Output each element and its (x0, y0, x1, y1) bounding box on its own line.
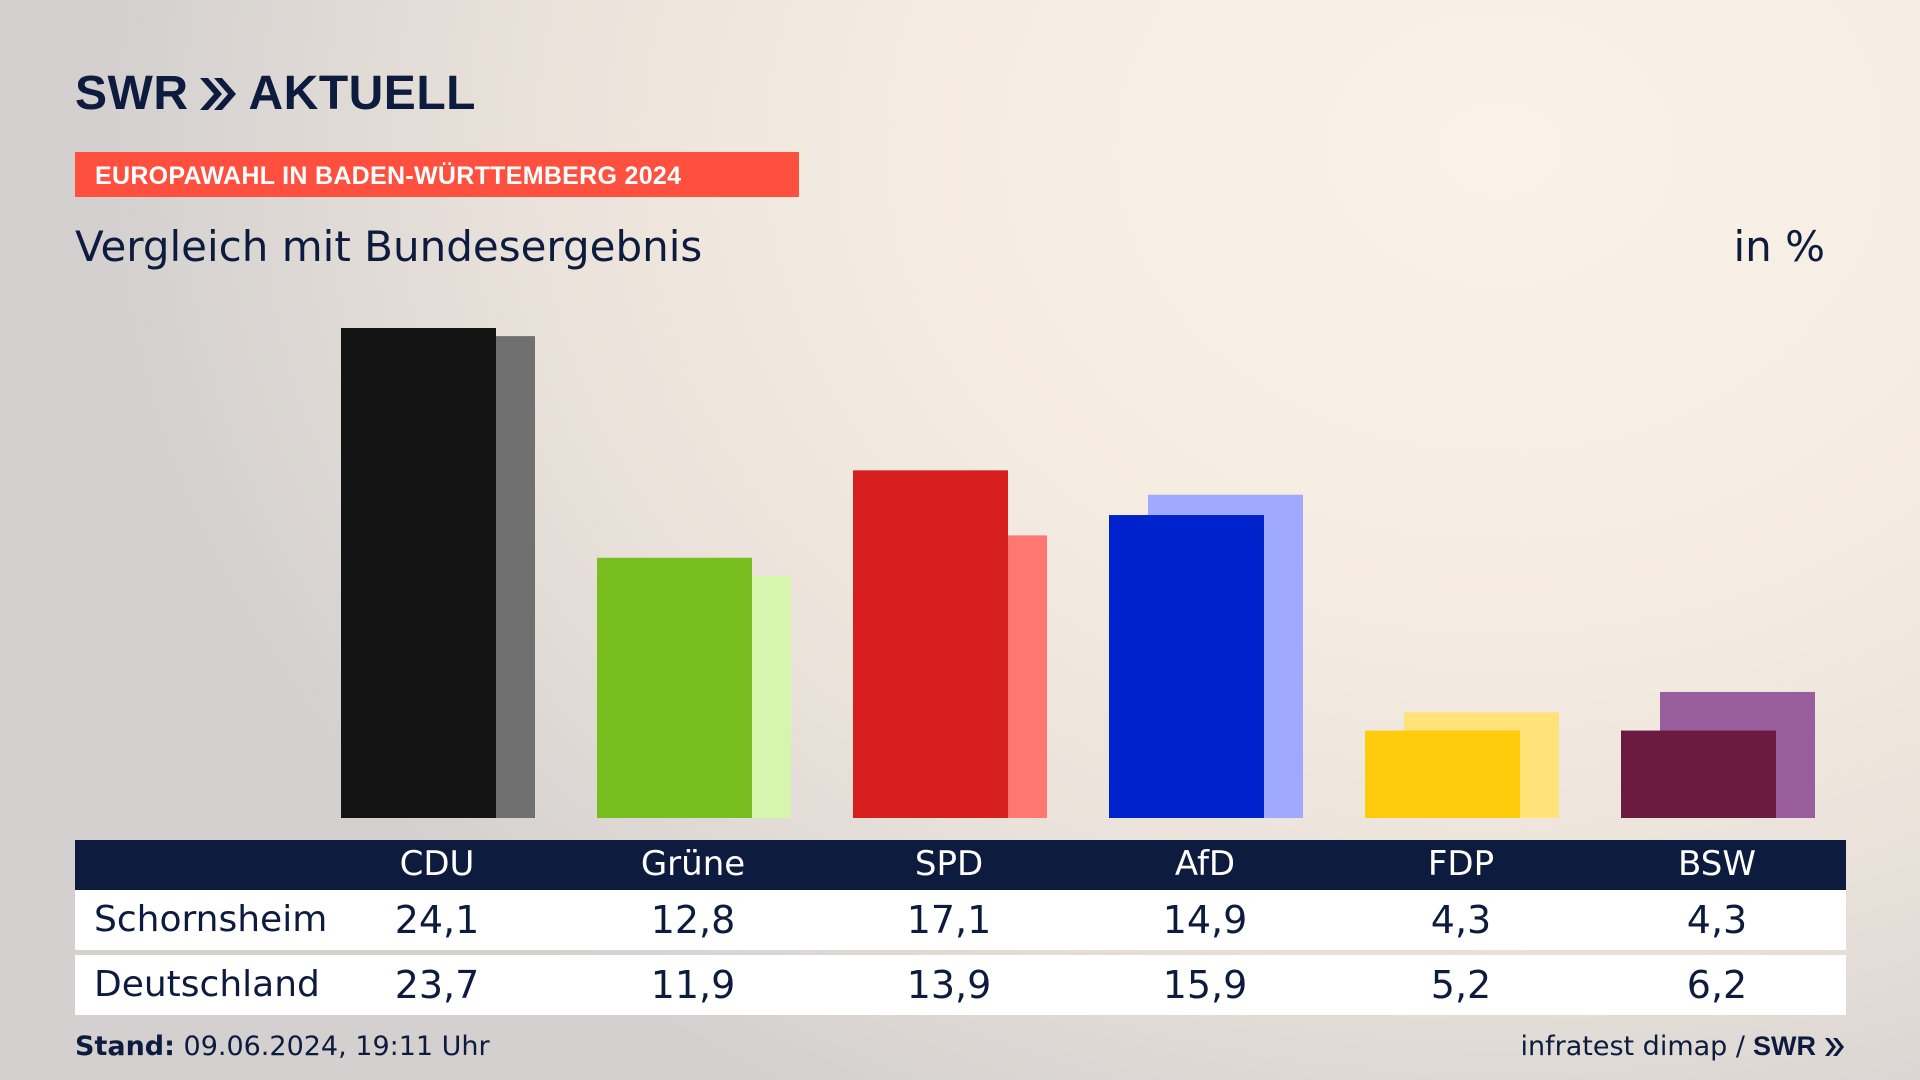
table-header: CDU Grüne SPD AfD FDP BSW (75, 840, 1846, 890)
value-cell: 24,1 (394, 898, 480, 942)
row-label: Schornsheim (94, 899, 328, 940)
chart-title: Vergleich mit Bundesergebnis (75, 222, 703, 271)
double-chevron-icon (200, 77, 237, 110)
category-label-afd: AfD (1174, 844, 1236, 884)
swr-aktuell-logo: SWR AKTUELL (75, 66, 476, 121)
value-cell: 5,2 (1430, 963, 1492, 1007)
value-cell: 12,8 (650, 898, 736, 942)
bar-local-grüne (597, 557, 752, 818)
stand-value: 09.06.2024, 19:11 Uhr (183, 1031, 490, 1062)
category-label-bsw: BSW (1678, 844, 1756, 884)
value-cell: 15,9 (1162, 963, 1248, 1007)
table-row: Deutschland 23,7 11,9 13,9 15,9 5,2 6,2 (75, 955, 1846, 1015)
source-logo: SWR (1753, 1031, 1816, 1061)
double-chevron-icon (1825, 1037, 1844, 1056)
bar-local-afd (1109, 515, 1264, 818)
category-label-spd: SPD (914, 844, 984, 884)
category-label-cdu: CDU (399, 844, 475, 884)
bar-local-cdu (341, 328, 496, 818)
value-cell: 17,1 (906, 898, 992, 942)
source-credit: infratest dimap / SWR (1520, 1031, 1846, 1062)
value-cell: 14,9 (1162, 898, 1248, 942)
logo-product: AKTUELL (248, 67, 476, 120)
unit-label: in % (1733, 222, 1825, 271)
value-cell: 13,9 (906, 963, 992, 1007)
bar-local-fdp (1365, 730, 1520, 818)
results-table: CDU Grüne SPD AfD FDP BSW Schornsheim 24,1 12,8… (75, 840, 1846, 1015)
category-label-grüne: Grüne (640, 844, 746, 884)
value-cell: 6,2 (1686, 963, 1748, 1007)
topic-banner: EUROPAWAHL IN BADEN-WÜRTTEMBERG 2024 (75, 152, 799, 197)
value-cell: 23,7 (394, 963, 480, 1007)
row-label: Deutschland (94, 964, 320, 1005)
banner-text: EUROPAWAHL IN BADEN-WÜRTTEMBERG 2024 (95, 162, 682, 190)
category-label-fdp: FDP (1427, 844, 1495, 884)
logo-brand: SWR (75, 67, 189, 120)
bar-local-bsw (1621, 730, 1776, 818)
table-row: Schornsheim 24,1 12,8 17,1 14,9 4,3 4,3 (75, 890, 1846, 950)
value-cell: 11,9 (650, 963, 736, 1007)
value-cell: 4,3 (1686, 898, 1748, 942)
timestamp: Stand: 09.06.2024, 19:11 Uhr (75, 1031, 490, 1062)
stand-label: Stand: (75, 1031, 175, 1062)
bar-local-spd (853, 470, 1008, 818)
value-cell: 4,3 (1430, 898, 1492, 942)
source-text: infratest dimap / (1520, 1031, 1745, 1062)
